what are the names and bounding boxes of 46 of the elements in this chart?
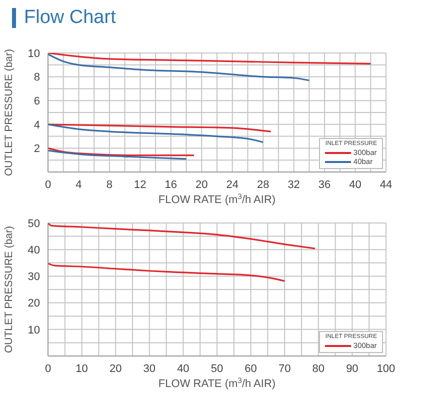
x-tick-label: 28 — [256, 178, 270, 191]
line-series — [48, 150, 188, 160]
y-axis-title: OUTLET PRESSURE (bar) — [3, 49, 15, 176]
x-tick-label: 8 — [106, 178, 113, 191]
x-tick-label: 90 — [346, 362, 358, 375]
y-tick-label: 20 — [28, 298, 40, 310]
line-series — [48, 223, 316, 250]
x-tick-label: 32 — [288, 178, 300, 191]
x-tick-label: 4 — [76, 178, 82, 191]
y-tick-label: 40 — [28, 244, 40, 257]
x-tick-label: 100 — [376, 362, 396, 375]
x-tick-label: 30 — [143, 362, 156, 375]
y-tick-label: 50 — [28, 218, 40, 230]
x-tick-label: 20 — [109, 362, 122, 375]
line-series — [48, 53, 310, 82]
line-series — [48, 147, 195, 156]
x-tick-label: 16 — [164, 178, 178, 191]
y-axis-title: OUTLET PRESSURE (bar) — [3, 226, 15, 353]
x-tick-label: 10 — [76, 362, 88, 375]
x-tick-label: 50 — [210, 362, 224, 375]
x-tick-label: 40 — [177, 362, 190, 375]
x-tick-label: 60 — [244, 362, 257, 375]
y-tick-label: 8 — [34, 72, 40, 84]
x-tick-label: 24 — [226, 178, 238, 191]
line-series — [48, 262, 286, 282]
y-tick-label: 10 — [28, 48, 40, 60]
y-tick-label: 4 — [34, 119, 40, 132]
x-tick-label: 40 — [349, 178, 362, 191]
x-tick-label: 0 — [44, 178, 52, 191]
x-tick-label: 0 — [44, 362, 52, 375]
y-tick-label: 6 — [34, 96, 40, 108]
chart-title: Flow Chart — [24, 7, 116, 29]
x-tick-label: 70 — [278, 362, 291, 375]
x-axis-title: FLOW RATE (m$^{3}$/h AIR) — [158, 376, 276, 390]
y-tick-label: 30 — [28, 271, 40, 284]
x-tick-label: 44 — [380, 178, 392, 191]
line-series — [48, 124, 272, 132]
line-series — [48, 124, 264, 144]
x-tick-label: 20 — [196, 178, 208, 191]
x-tick-label: 36 — [318, 178, 331, 191]
x-tick-label: 12 — [134, 178, 146, 191]
line-series — [48, 53, 372, 65]
x-tick-label: 80 — [312, 362, 325, 375]
x-axis-title: FLOW RATE (m$^{3}$/h AIR) — [158, 192, 276, 206]
y-tick-label: 2 — [34, 143, 40, 156]
y-tick-label: 10 — [28, 324, 40, 336]
